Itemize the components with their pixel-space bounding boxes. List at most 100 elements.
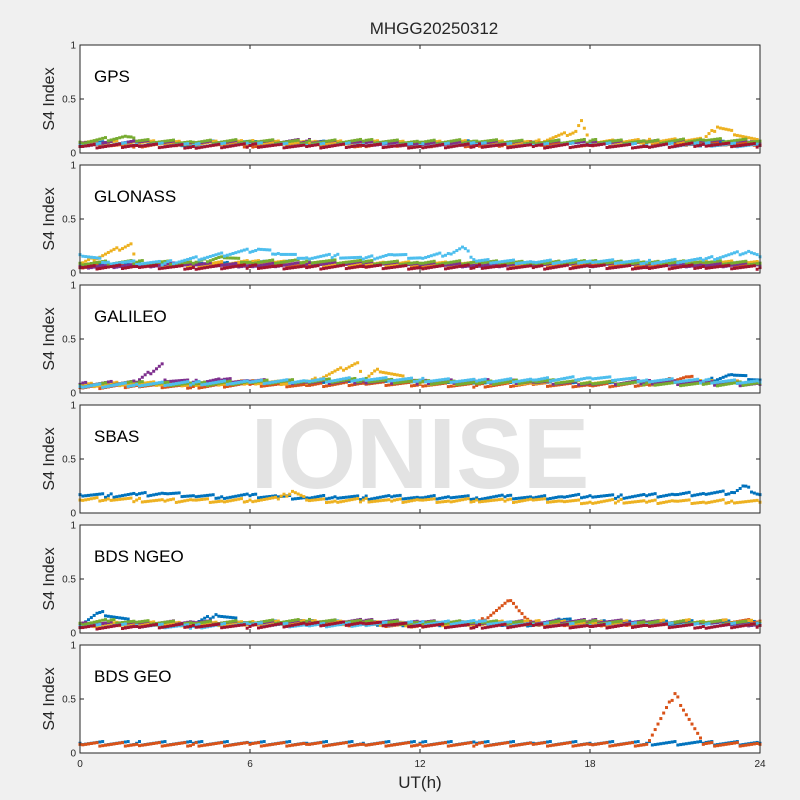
data-point — [104, 382, 107, 386]
data-point — [296, 380, 300, 384]
data-point — [163, 139, 167, 143]
data-point — [531, 266, 535, 270]
data-point — [614, 144, 617, 148]
data-point — [95, 265, 99, 269]
data-point — [121, 383, 124, 387]
data-point — [750, 382, 753, 386]
data-point — [336, 367, 340, 371]
data-point — [429, 261, 433, 265]
data-point — [639, 145, 643, 149]
data-point — [288, 139, 292, 143]
data-point — [237, 494, 241, 498]
data-point — [356, 138, 360, 142]
data-point — [574, 145, 578, 149]
data-point — [509, 143, 513, 147]
data-point — [591, 143, 595, 147]
data-point — [534, 263, 538, 267]
data-point — [648, 140, 651, 144]
data-point — [200, 266, 204, 270]
data-point — [223, 145, 226, 149]
data-point — [727, 128, 731, 132]
data-point — [582, 264, 586, 268]
data-point — [118, 382, 122, 386]
data-point — [353, 259, 357, 263]
data-point — [223, 263, 226, 267]
data-point — [248, 380, 252, 384]
data-point — [160, 140, 164, 144]
data-point — [458, 138, 462, 142]
data-point — [237, 139, 241, 143]
data-point — [206, 139, 209, 143]
data-point — [98, 492, 102, 496]
data-point — [367, 140, 371, 144]
data-point — [605, 145, 609, 149]
data-point — [585, 260, 589, 264]
data-point — [517, 144, 521, 148]
data-point — [659, 143, 663, 147]
data-point — [401, 377, 405, 381]
data-point — [438, 381, 442, 385]
data-point — [313, 382, 317, 386]
data-point — [271, 143, 275, 147]
data-point — [622, 140, 626, 144]
data-point — [424, 145, 428, 149]
data-point — [415, 260, 419, 264]
data-point — [594, 259, 598, 263]
data-point — [177, 143, 181, 147]
data-point — [653, 139, 657, 143]
data-point — [378, 261, 382, 265]
data-point — [497, 379, 501, 383]
data-point — [387, 266, 391, 270]
data-point — [676, 261, 680, 265]
data-point — [194, 255, 198, 259]
data-point — [684, 142, 688, 146]
data-point — [123, 134, 127, 138]
data-point — [140, 384, 144, 388]
data-point — [478, 144, 481, 148]
data-point — [106, 384, 110, 388]
data-point — [523, 140, 527, 144]
data-point — [254, 261, 258, 265]
data-point — [631, 376, 634, 380]
data-point — [438, 378, 442, 382]
data-point — [336, 261, 340, 265]
data-point — [291, 141, 294, 145]
data-point — [174, 382, 178, 386]
data-point — [245, 492, 249, 496]
data-point — [548, 145, 552, 149]
data-point — [242, 382, 246, 386]
data-point — [398, 373, 402, 377]
data-point — [665, 142, 668, 146]
data-point — [478, 378, 481, 382]
data-point — [415, 139, 419, 143]
data-point — [662, 378, 666, 382]
data-point — [299, 379, 303, 383]
data-point — [194, 495, 198, 499]
data-point — [390, 144, 394, 148]
data-point — [639, 262, 643, 266]
data-point — [160, 145, 164, 149]
data-point — [186, 146, 190, 150]
data-point — [344, 378, 348, 382]
data-point — [106, 262, 110, 266]
data-point — [177, 260, 181, 264]
data-point — [444, 253, 447, 257]
data-point — [492, 261, 496, 265]
data-point — [129, 265, 133, 269]
data-point — [673, 262, 677, 266]
data-point — [288, 266, 292, 270]
data-point — [480, 145, 484, 149]
data-point — [342, 368, 345, 372]
data-point — [571, 261, 575, 265]
data-point — [217, 252, 221, 256]
data-point — [693, 378, 697, 382]
data-point — [101, 264, 105, 268]
data-point — [109, 492, 113, 496]
data-point — [288, 252, 292, 256]
data-point — [704, 141, 708, 145]
data-point — [296, 256, 300, 260]
data-point — [248, 139, 252, 143]
data-point — [95, 261, 99, 265]
data-point — [670, 137, 674, 141]
data-point — [316, 255, 320, 259]
